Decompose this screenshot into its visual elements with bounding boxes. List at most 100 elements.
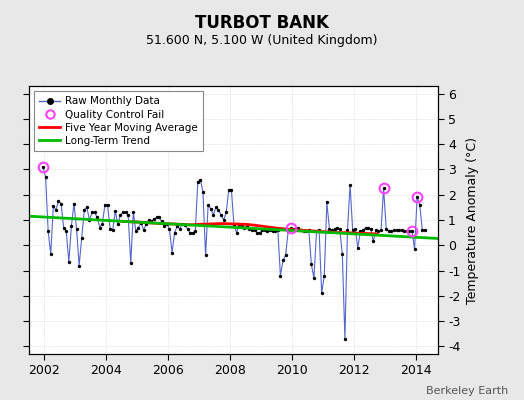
Point: [408, 228, 416, 234]
Point: [245, 226, 254, 232]
Point: [268, 228, 277, 234]
Point: [281, 252, 290, 258]
Point: [101, 202, 109, 208]
Point: [382, 226, 390, 232]
Point: [183, 226, 192, 232]
Point: [227, 186, 236, 193]
Point: [261, 227, 269, 233]
Point: [189, 230, 197, 236]
Point: [209, 212, 217, 218]
Point: [230, 222, 238, 228]
Point: [263, 228, 271, 234]
Point: [289, 226, 298, 232]
Point: [271, 228, 279, 234]
Point: [315, 227, 323, 233]
Point: [132, 228, 140, 234]
Point: [147, 218, 156, 224]
Point: [52, 207, 60, 213]
Point: [405, 228, 413, 234]
Point: [150, 216, 158, 222]
Point: [343, 227, 352, 233]
Point: [217, 212, 225, 218]
Point: [302, 228, 310, 234]
Point: [351, 226, 359, 232]
Point: [413, 194, 421, 200]
Text: Berkeley Earth: Berkeley Earth: [426, 386, 508, 396]
Point: [341, 336, 349, 342]
Point: [318, 290, 326, 296]
Point: [418, 227, 427, 233]
Point: [114, 220, 122, 227]
Point: [377, 227, 385, 233]
Point: [122, 209, 130, 216]
Point: [170, 230, 179, 236]
Point: [108, 227, 117, 233]
Point: [91, 209, 99, 216]
Point: [160, 223, 169, 230]
Point: [253, 230, 261, 236]
Point: [346, 182, 354, 188]
Point: [168, 250, 176, 256]
Point: [62, 228, 70, 234]
Point: [237, 223, 246, 230]
Point: [354, 245, 362, 251]
Point: [204, 202, 212, 208]
Point: [359, 227, 367, 233]
Point: [111, 208, 119, 214]
Point: [137, 219, 145, 226]
Point: [98, 220, 106, 227]
Point: [379, 185, 388, 192]
Point: [70, 200, 78, 207]
Point: [299, 228, 308, 234]
Point: [64, 258, 73, 265]
Point: [212, 204, 220, 210]
Point: [292, 226, 300, 232]
Point: [41, 174, 50, 180]
Y-axis label: Temperature Anomaly (°C): Temperature Anomaly (°C): [466, 136, 479, 304]
Point: [158, 218, 166, 224]
Point: [266, 227, 274, 233]
Point: [67, 223, 75, 230]
Point: [129, 209, 137, 216]
Point: [155, 214, 163, 221]
Point: [374, 228, 383, 234]
Point: [410, 246, 419, 252]
Point: [78, 234, 86, 241]
Point: [44, 228, 52, 234]
Point: [416, 202, 424, 208]
Point: [362, 224, 370, 231]
Point: [256, 230, 264, 236]
Point: [235, 222, 243, 228]
Point: [250, 227, 259, 233]
Point: [220, 217, 228, 223]
Point: [312, 228, 321, 234]
Point: [366, 226, 375, 232]
Point: [421, 227, 429, 233]
Legend: Raw Monthly Data, Quality Control Fail, Five Year Moving Average, Long-Term Tren: Raw Monthly Data, Quality Control Fail, …: [34, 91, 203, 151]
Point: [194, 179, 202, 185]
Point: [214, 207, 223, 213]
Point: [173, 223, 181, 230]
Point: [333, 224, 341, 231]
Point: [57, 200, 66, 207]
Point: [225, 186, 233, 193]
Point: [232, 230, 241, 236]
Point: [199, 189, 207, 195]
Point: [54, 198, 63, 204]
Point: [294, 224, 303, 231]
Point: [176, 226, 184, 232]
Point: [106, 226, 114, 232]
Point: [116, 212, 125, 218]
Point: [338, 251, 346, 257]
Point: [80, 207, 89, 213]
Point: [243, 223, 251, 230]
Point: [93, 214, 101, 221]
Point: [119, 209, 127, 216]
Point: [83, 204, 91, 210]
Point: [276, 272, 285, 279]
Text: 51.600 N, 5.100 W (United Kingdom): 51.600 N, 5.100 W (United Kingdom): [146, 34, 378, 47]
Point: [127, 260, 135, 266]
Point: [392, 227, 401, 233]
Point: [139, 227, 148, 233]
Point: [348, 227, 357, 233]
